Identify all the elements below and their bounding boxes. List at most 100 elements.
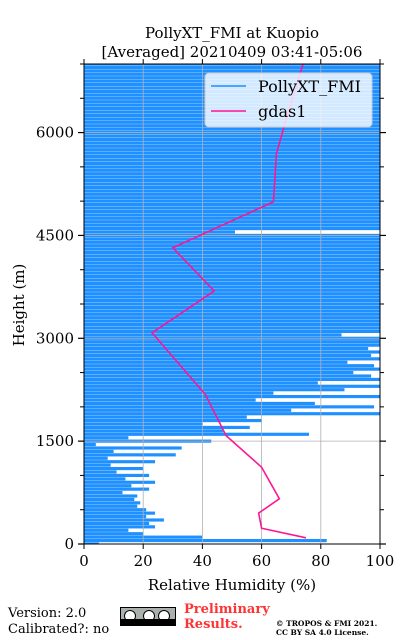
pollyxt-rh-bar — [84, 226, 380, 231]
version-info: Version: 2.0 Calibrated?: no — [8, 606, 109, 638]
copyright-notice: © TROPOS & FMI 2021. CC BY SA 4.0 Licens… — [276, 619, 377, 637]
pollyxt-rh-bar — [84, 442, 96, 447]
pollyxt-rh-bar — [84, 151, 380, 155]
x-tick-label: 80 — [311, 552, 330, 570]
x-tick-label: 20 — [134, 552, 153, 570]
pollyxt-rh-bar — [84, 425, 250, 430]
pollyxt-rh-bar — [84, 329, 380, 334]
pollyxt-rh-bar — [84, 449, 114, 454]
pollyxt-rh-bar — [84, 542, 99, 544]
pollyxt-rh-bar — [84, 298, 380, 303]
pollyxt-rh-bar — [84, 532, 144, 536]
pollyxt-rh-bar — [84, 148, 380, 152]
preliminary-line-1: Preliminary — [184, 602, 270, 617]
pollyxt-rh-bar — [84, 274, 380, 279]
pollyxt-rh-bar — [84, 165, 380, 169]
pollyxt-rh-bar — [84, 370, 354, 375]
pollyxt-rh-bar — [84, 216, 380, 220]
pollyxt-rh-bar — [84, 182, 380, 186]
pollyxt-rh-bar — [84, 178, 380, 183]
y-tick-label: 0 — [64, 535, 74, 553]
pollyxt-rh-bar — [84, 250, 380, 255]
pollyxt-rh-bar — [84, 172, 380, 176]
pollyxt-rh-bar — [84, 312, 380, 316]
pollyxt-rh-bar — [84, 158, 380, 162]
pollyxt-rh-bar — [84, 412, 380, 416]
calibrated-text: Calibrated?: no — [8, 622, 110, 637]
pollyxt-rh-bar — [84, 206, 380, 210]
pollyxt-rh-bar — [84, 209, 380, 214]
pollyxt-rh-bar — [84, 316, 380, 320]
legend: PollyXT_FMI gdas1 — [204, 72, 373, 128]
pollyxt-rh-bar — [84, 333, 342, 337]
pollyxt-rh-bar — [84, 357, 380, 361]
pollyxt-rh-bar — [84, 302, 380, 306]
preliminary-notice: Preliminary Results. — [184, 602, 270, 632]
pollyxt-rh-bar — [84, 199, 380, 203]
pollyxt-rh-bar — [84, 305, 380, 310]
rh-profile-chart: 0 20 40 60 80 100 0 1500 3000 4500 6000 PollyXT_FM… — [10, 24, 394, 594]
pollyxt-rh-bar — [84, 69, 380, 73]
x-tick-label: 60 — [252, 552, 271, 570]
pollyxt-rh-bar — [84, 364, 375, 368]
pollyxt-rh-bar — [84, 223, 380, 227]
pollyxt-rh-bar — [84, 192, 380, 196]
version-text: Version: 2.0 — [8, 606, 87, 621]
legend-box — [204, 72, 373, 128]
pollyxt-rh-bar — [84, 456, 108, 460]
pollyxt-rh-bar — [84, 213, 380, 217]
pollyxt-rh-bar — [84, 470, 117, 474]
pollyxt-rh-bar — [84, 360, 348, 364]
pollyxt-rh-bar — [84, 384, 380, 388]
pollyxt-rh-bar — [84, 374, 372, 378]
pollyxt-rh-bar — [84, 295, 380, 299]
pollyxt-rh-bar — [84, 460, 156, 464]
legend-label-pollyxt: PollyXT_FMI — [258, 77, 361, 96]
cc-by-sa-badge-icon — [120, 607, 176, 626]
pollyxt-rh-bar — [84, 254, 380, 258]
pollyxt-rh-bar — [84, 322, 380, 327]
pollyxt-rh-bar — [84, 127, 380, 131]
pollyxt-rh-bar — [84, 511, 156, 515]
pollyxt-rh-bar — [84, 220, 380, 224]
pollyxt-rh-bar — [84, 388, 345, 392]
gdas1-series-line — [150, 63, 307, 539]
pollyxt-rh-bar — [84, 343, 380, 347]
x-tick-label: 40 — [193, 552, 212, 570]
pollyxt-rh-bar — [84, 521, 150, 526]
y-tick-label: 6000 — [36, 124, 74, 142]
pollyxt-rh-bar — [84, 398, 256, 402]
pollyxt-rh-bar — [84, 497, 135, 502]
pollyxt-rh-bar — [84, 240, 380, 244]
pollyxt-rh-bar — [84, 161, 380, 166]
pollyxt-rh-bar — [84, 261, 380, 265]
pollyxt-rh-bar — [84, 367, 380, 371]
pollyxt-rh-bar — [84, 326, 380, 330]
pollyxt-rh-bar — [84, 504, 138, 508]
pollyxt-rh-bar — [84, 436, 129, 440]
y-tick-label: 3000 — [36, 329, 74, 347]
pollyxt-rh-bar — [84, 501, 141, 505]
pollyxt-rh-bar — [84, 429, 224, 433]
pollyxt-rh-bar — [84, 257, 380, 262]
pollyxt-rh-bar — [84, 391, 274, 395]
pollyxt-rh-bar — [84, 394, 380, 399]
pollyxt-rh-bar — [84, 432, 309, 436]
pollyxt-rh-bar — [84, 514, 147, 519]
pollyxt-rh-bar — [84, 418, 262, 423]
pollyxt-rh-bar — [84, 281, 380, 286]
pollyxt-rh-bar — [84, 446, 182, 450]
pollyxt-rh-bar — [84, 319, 380, 323]
pollyxt-rh-bar — [84, 340, 380, 344]
y-tick-label: 1500 — [36, 432, 74, 450]
pollyxt-rh-bar — [84, 64, 380, 66]
pollyxt-rh-bar — [84, 401, 315, 406]
pollyxt-rh-bar — [84, 487, 150, 491]
pollyxt-rh-bar — [84, 237, 380, 241]
preliminary-line-2: Results. — [184, 617, 243, 632]
pollyxt-rh-bar — [84, 288, 380, 292]
pollyxt-rh-bar — [84, 202, 380, 207]
copyright-line-1: © TROPOS & FMI 2021. — [276, 619, 378, 628]
pollyxt-rh-bar — [84, 271, 380, 275]
pollyxt-rh-bar — [84, 189, 380, 193]
